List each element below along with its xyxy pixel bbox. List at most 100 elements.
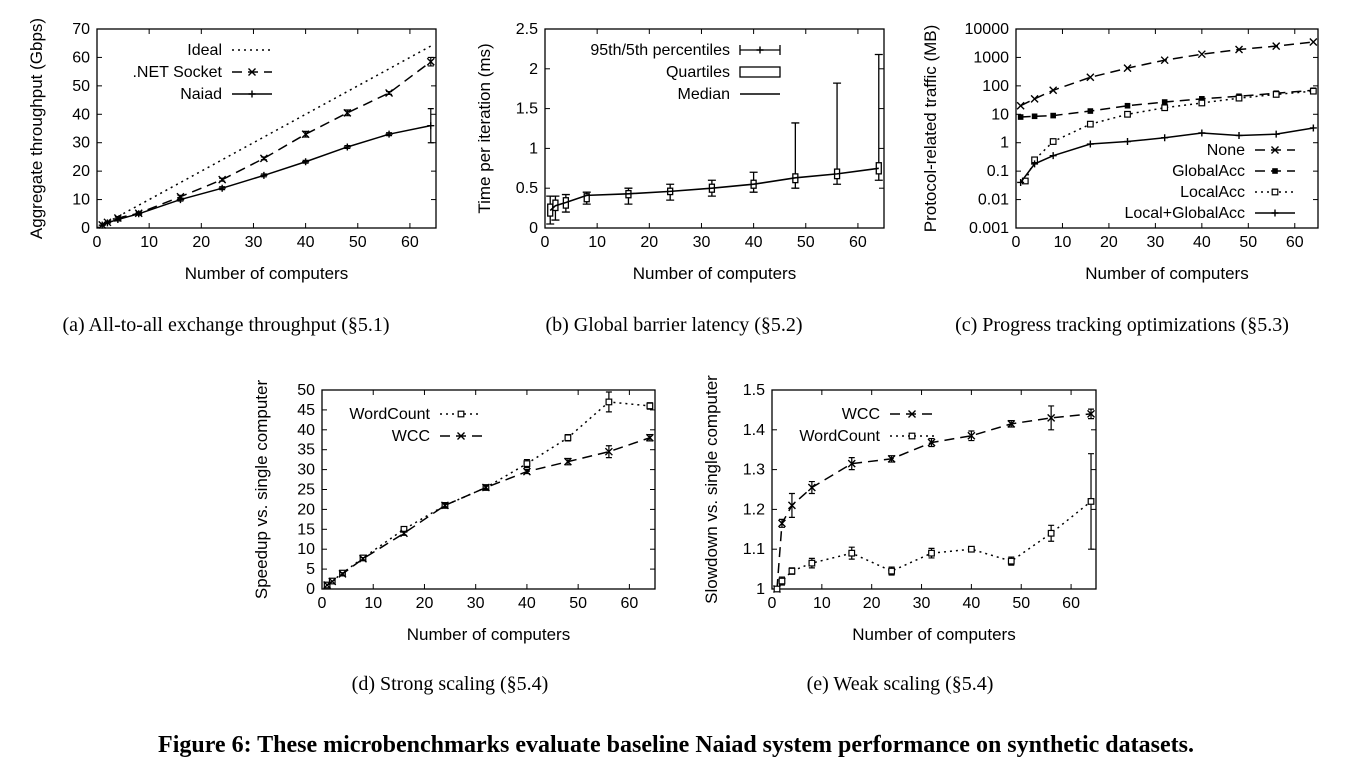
series-none xyxy=(1016,37,1318,110)
legend-marker xyxy=(1271,146,1279,154)
y-tick-label: 100 xyxy=(982,78,1009,95)
x-tick-label: 0 xyxy=(318,595,327,612)
data-point xyxy=(1050,112,1056,119)
x-tick-label: 50 xyxy=(569,595,587,612)
x-tick-label: 40 xyxy=(1193,234,1211,251)
y-tick-label: 1.5 xyxy=(743,382,765,399)
y-tick-label: 0 xyxy=(81,220,90,237)
series-wcc xyxy=(772,405,1096,593)
x-tick-label: 10 xyxy=(588,234,606,251)
y-axis-label: Time per iteration (ms) xyxy=(475,43,494,213)
legend-box xyxy=(739,66,781,78)
y-tick-label: 1.5 xyxy=(516,101,538,118)
data-point xyxy=(338,569,347,578)
caption-d: (d) Strong scaling (§5.4) xyxy=(352,673,549,695)
y-tick-label: 0.01 xyxy=(978,192,1009,209)
legend-label: Ideal xyxy=(187,42,222,59)
data-point xyxy=(176,196,184,204)
data-point xyxy=(522,467,531,476)
legend-label: WordCount xyxy=(349,406,430,423)
data-point xyxy=(343,108,352,117)
legend-marker xyxy=(908,410,916,418)
x-tick-label: 10 xyxy=(813,595,831,612)
data-point xyxy=(808,559,816,567)
data-point xyxy=(788,567,796,575)
plot-frame-a xyxy=(96,28,437,229)
x-axis-label: Number of computers xyxy=(633,264,796,283)
y-tick-label: 0 xyxy=(306,581,315,598)
legend-marker xyxy=(1272,168,1278,174)
series-line xyxy=(1024,90,1314,182)
x-tick-label: 60 xyxy=(401,234,419,251)
x-tick-label: 40 xyxy=(962,595,980,612)
data-point xyxy=(1197,50,1206,59)
x-tick-label: 60 xyxy=(1062,595,1080,612)
data-point xyxy=(1309,37,1318,46)
data-point xyxy=(564,434,572,442)
y-tick-label: 0.001 xyxy=(969,220,1009,237)
data-point xyxy=(1272,42,1281,51)
data-point xyxy=(888,567,896,575)
data-point xyxy=(135,210,143,218)
legend-label: WCC xyxy=(392,428,430,445)
x-tick-label: 20 xyxy=(863,595,881,612)
legend-sample xyxy=(1255,209,1295,217)
y-tick-label: 1 xyxy=(529,140,538,157)
data-point xyxy=(98,221,106,229)
data-point xyxy=(1161,99,1168,105)
data-point xyxy=(1087,498,1095,505)
x-tick-label: 10 xyxy=(364,595,382,612)
series-wcc xyxy=(323,433,654,590)
x-tick-label: 40 xyxy=(297,234,315,251)
data-point xyxy=(848,549,856,557)
x-tick-label: 20 xyxy=(1100,234,1118,251)
data-point xyxy=(1235,131,1243,139)
legend-marker xyxy=(908,432,916,440)
y-tick-label: 25 xyxy=(297,482,315,499)
figure-caption: Figure 6: These microbenchmarks evaluate… xyxy=(158,732,1194,758)
y-tick-label: 40 xyxy=(72,106,90,123)
median-line xyxy=(549,167,879,212)
caption-b: (b) Global barrier latency (§5.2) xyxy=(545,314,802,336)
data-point xyxy=(302,158,310,166)
y-tick-label: 10 xyxy=(72,192,90,209)
x-tick-label: 0 xyxy=(1012,234,1021,251)
data-point xyxy=(481,483,490,492)
legend-sample xyxy=(739,66,781,78)
data-point xyxy=(1086,73,1095,82)
data-point xyxy=(1124,138,1132,146)
caption-e: (e) Weak scaling (§5.4) xyxy=(807,673,994,695)
data-point xyxy=(928,549,935,557)
chart-d: 0 10 20 30 40 50 6005101520253035404550Number … xyxy=(252,380,656,644)
data-point xyxy=(1031,160,1039,168)
y-tick-label: 0.5 xyxy=(516,180,538,197)
data-point xyxy=(847,459,856,468)
x-tick-label: 50 xyxy=(349,234,367,251)
series-wordcount xyxy=(773,453,1095,593)
data-point xyxy=(343,143,351,151)
legend-marker xyxy=(756,46,764,54)
series-line xyxy=(326,437,651,586)
data-point xyxy=(1161,104,1169,112)
y-tick-label: 35 xyxy=(297,442,315,459)
y-tick-label: 1.4 xyxy=(743,422,765,439)
series-local-globalacc xyxy=(1017,124,1317,186)
data-point xyxy=(399,529,408,538)
x-tick-label: 20 xyxy=(640,234,658,251)
data-point xyxy=(1087,409,1096,418)
data-point xyxy=(1086,120,1094,128)
x-tick-label: 30 xyxy=(913,595,931,612)
data-point xyxy=(259,154,268,163)
data-point xyxy=(777,519,786,528)
data-point xyxy=(1016,101,1025,110)
x-tick-label: 60 xyxy=(620,595,638,612)
data-point xyxy=(1309,124,1317,132)
data-point xyxy=(1235,45,1244,54)
data-point xyxy=(1047,529,1055,537)
y-tick-label: 1 xyxy=(756,581,765,598)
legend-sample xyxy=(890,432,934,440)
y-tick-label: 5 xyxy=(306,561,315,578)
series-line xyxy=(1020,127,1314,183)
chart-a: 0 10 20 30 40 50 60 0 10 20 30 40 50 60 70 Number of co… xyxy=(27,18,437,283)
